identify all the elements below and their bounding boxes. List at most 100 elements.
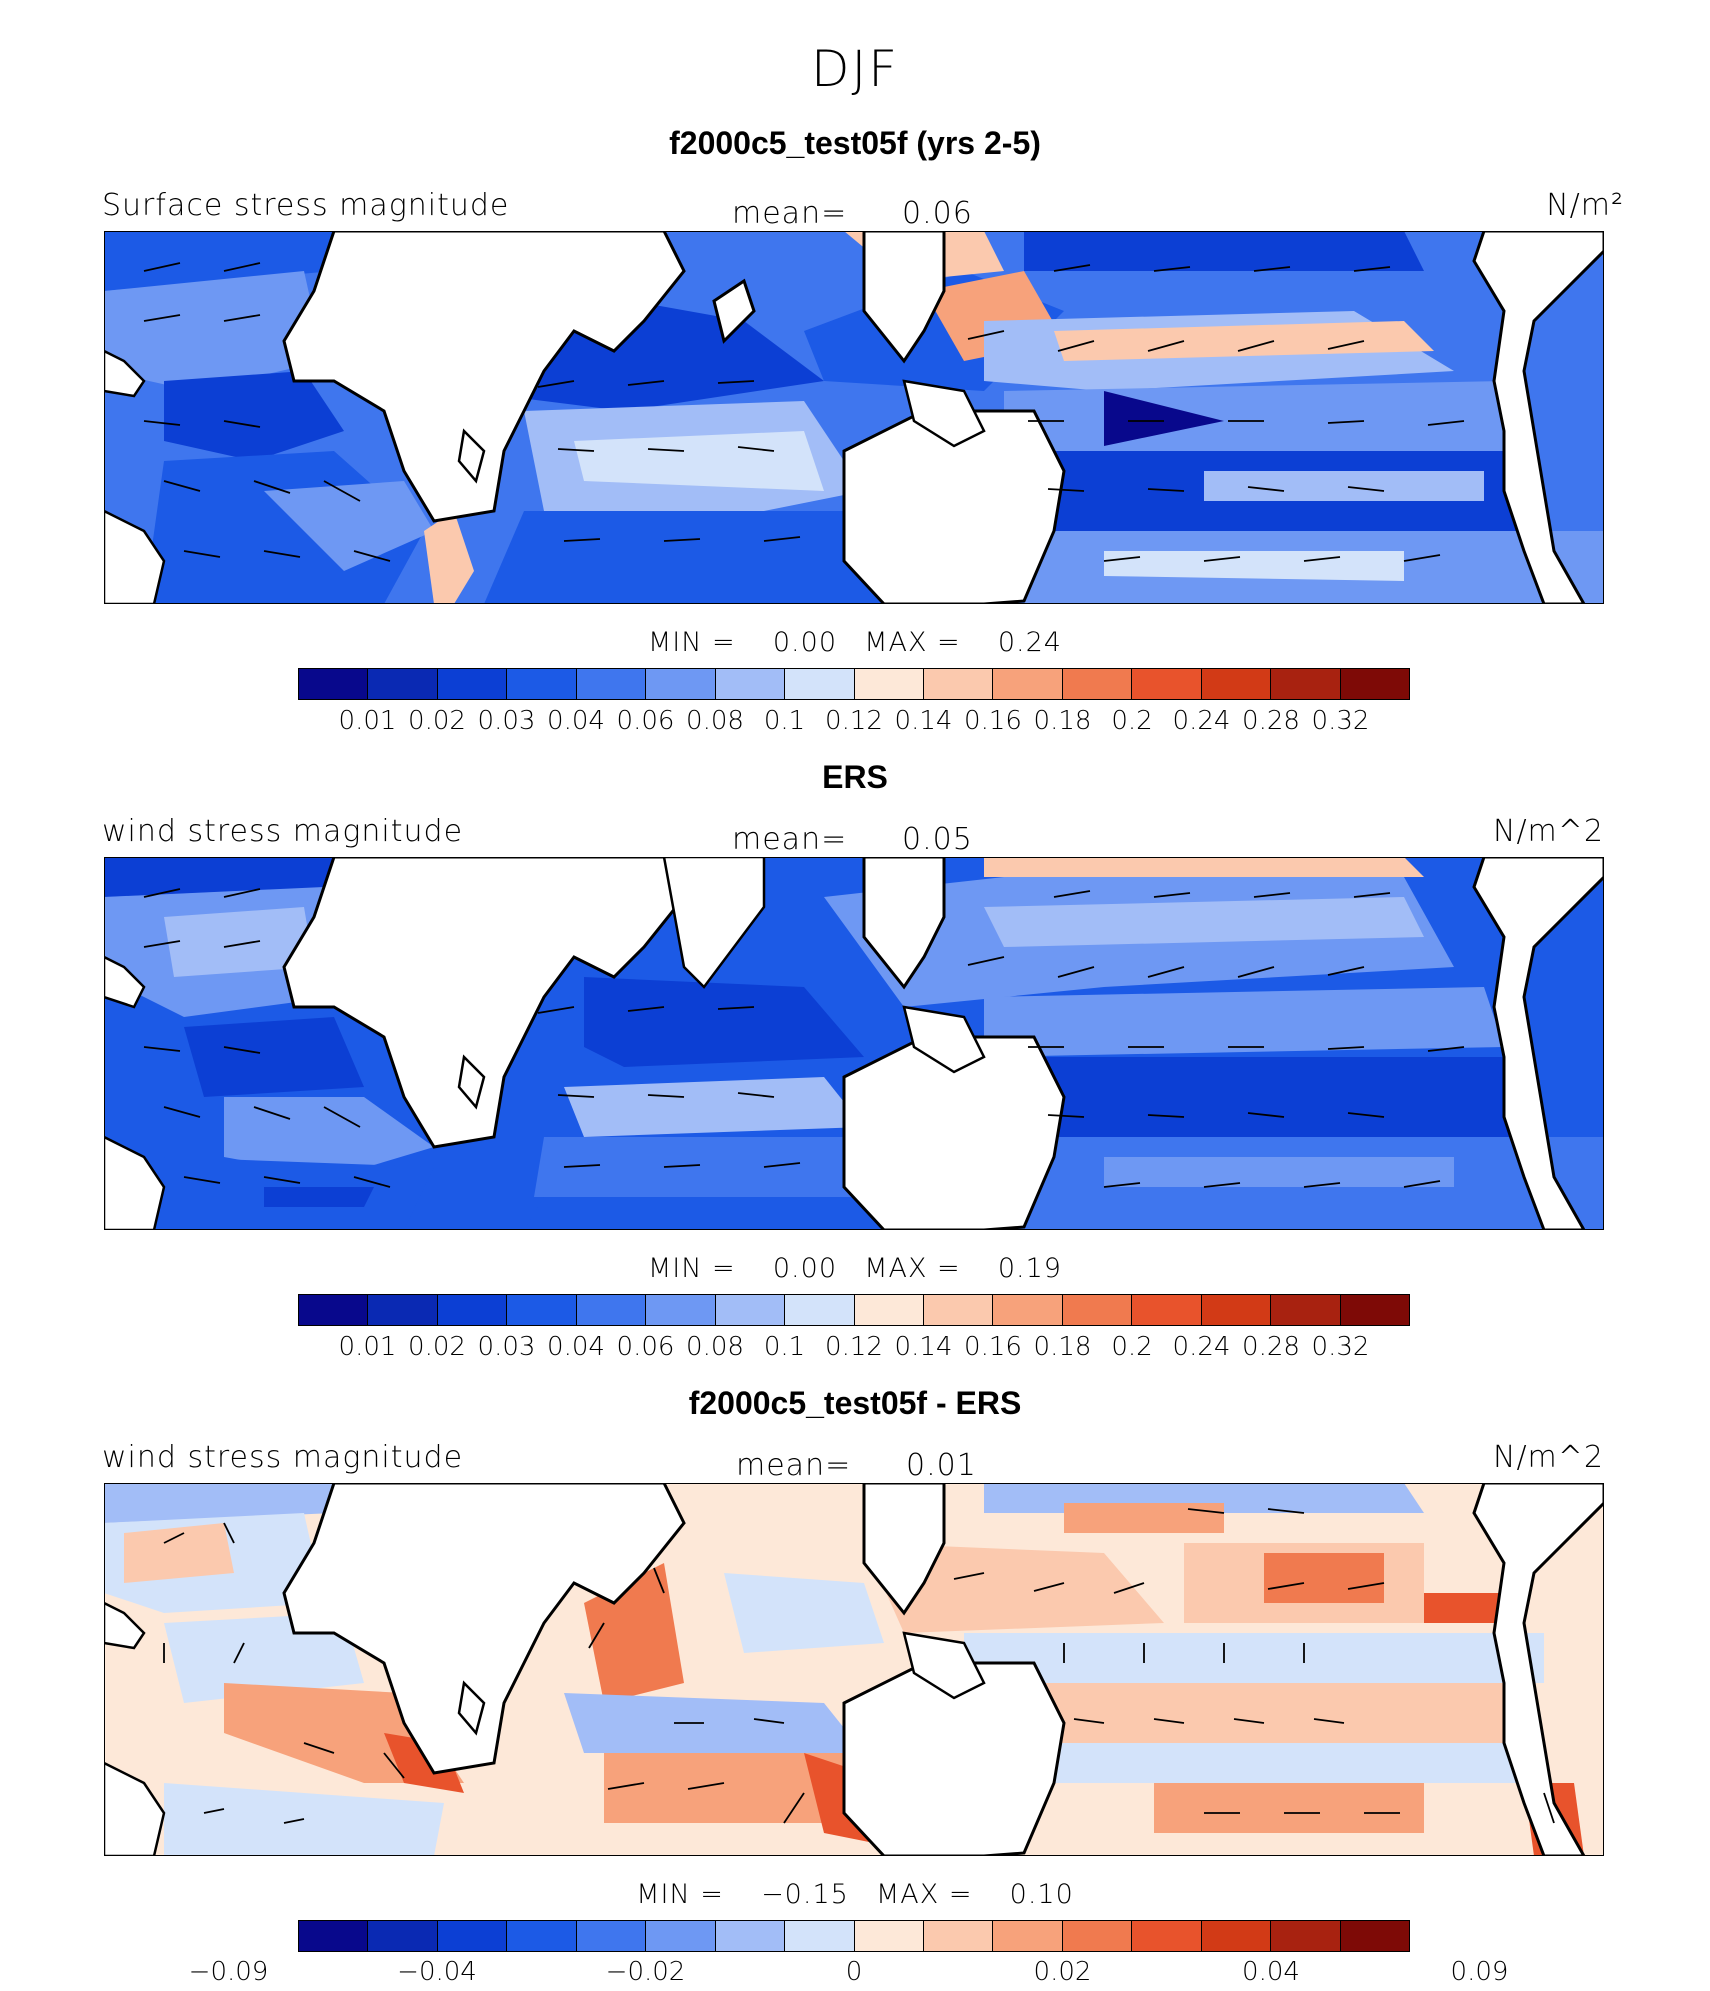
colorbar-tick-label: −0.02: [605, 1957, 686, 1987]
colorbar-swatch: [507, 1295, 577, 1325]
mean-value: 0.05: [902, 822, 973, 857]
colorbar-tick-label: 0.04: [547, 706, 605, 736]
min-value: 0.00: [772, 627, 837, 658]
colorbar-tick-label: 0.02: [1033, 1957, 1092, 1987]
colorbar-swatch: [576, 1295, 647, 1325]
colorbar-tick-label: 0.32: [1311, 1332, 1370, 1362]
colorbar-swatch: [1132, 669, 1202, 699]
mean-label: mean=: [732, 196, 848, 231]
colorbar: [298, 1294, 1410, 1326]
colorbar-swatch: [1062, 1921, 1133, 1951]
colorbar: [298, 668, 1410, 700]
units-label: N/m²: [1546, 188, 1624, 223]
colorbar-swatch: [1271, 1921, 1341, 1951]
colorbar-swatch: [646, 1921, 716, 1951]
colorbar-tick-label: 0.2: [1111, 706, 1153, 736]
max-label: MAX =: [876, 1879, 973, 1910]
map-plot: [104, 1483, 1604, 1856]
colorbar-tick-label: 0.04: [1242, 1957, 1300, 1987]
colorbar-swatch: [507, 669, 577, 699]
colorbar-swatch: [993, 1295, 1063, 1325]
field-label: Surface stress magnitude: [102, 188, 510, 223]
min-max-summary: MIN = 0.00 MAX = 0.19: [0, 1253, 1710, 1284]
panel-title: ERS: [822, 759, 888, 795]
colorbar-swatch: [715, 1921, 786, 1951]
colorbar-swatch: [854, 1295, 924, 1325]
mean-label: mean=: [732, 822, 848, 857]
colorbar-tick-label: 0: [845, 1957, 863, 1987]
colorbar-swatch: [715, 1295, 786, 1325]
units-label: N/m^2: [1493, 814, 1604, 849]
min-label: MIN =: [648, 627, 736, 658]
colorbar-swatch: [1132, 1295, 1202, 1325]
colorbar-swatch: [785, 1921, 855, 1951]
colorbar-swatch: [1340, 1295, 1409, 1325]
colorbar-tick-label: 0.03: [477, 1332, 536, 1362]
colorbar-tick-label: 0.08: [686, 1332, 744, 1362]
max-value: 0.19: [997, 1253, 1062, 1284]
colorbar-tick-label: 0.16: [964, 706, 1022, 736]
colorbar-swatch: [576, 669, 647, 699]
max-label: MAX =: [864, 1253, 961, 1284]
colorbar-tick-label: 0.06: [616, 706, 675, 736]
colorbar-tick-label: 0.12: [825, 706, 883, 736]
colorbar-ticks: −0.09 −0.04 −0.02 0 0.02 0.04 0.09: [189, 1957, 1509, 1991]
max-value: 0.10: [1009, 1879, 1074, 1910]
colorbar-swatch: [368, 669, 438, 699]
colorbar-tick-label: 0.16: [964, 1332, 1022, 1362]
colorbar-tick-label: 0.32: [1311, 706, 1370, 736]
colorbar-swatch: [1340, 1921, 1409, 1951]
colorbar-swatch: [993, 669, 1063, 699]
colorbar-swatch: [1062, 669, 1133, 699]
colorbar-ticks: 0.01 0.02 0.03 0.04 0.06 0.08 0.1 0.12 0.14 0.16 0…: [298, 706, 1410, 740]
colorbar-swatch: [785, 1295, 855, 1325]
colorbar-tick-label: 0.04: [547, 1332, 605, 1362]
colorbar-swatch: [1201, 669, 1272, 699]
colorbar-tick-label: 0.2: [1111, 1332, 1153, 1362]
min-label: MIN =: [648, 1253, 736, 1284]
map-svg: [104, 231, 1604, 604]
colorbar-swatch: [993, 1921, 1063, 1951]
mean-value: 0.01: [906, 1448, 977, 1483]
colorbar-swatch: [1271, 669, 1341, 699]
colorbar-tick-label: 0.02: [408, 706, 466, 736]
mean-label: mean=: [736, 1448, 852, 1483]
max-label: MAX =: [864, 627, 961, 658]
colorbar-swatch: [1340, 669, 1409, 699]
colorbar: [298, 1920, 1410, 1952]
colorbar-swatch: [1132, 1921, 1202, 1951]
colorbar-swatch: [923, 669, 994, 699]
colorbar-swatch: [1201, 1921, 1272, 1951]
min-max-summary: MIN = −0.15 MAX = 0.10: [0, 1879, 1710, 1910]
colorbar-tick-label: 0.12: [825, 1332, 883, 1362]
colorbar-swatch: [785, 669, 855, 699]
map-svg: [104, 1483, 1604, 1856]
colorbar-swatch: [437, 669, 508, 699]
colorbar-swatch: [1201, 1295, 1272, 1325]
colorbar-swatch: [368, 1921, 438, 1951]
colorbar-tick-label: 0.01: [338, 1332, 397, 1362]
colorbar-swatch: [854, 1921, 924, 1951]
mean-value: 0.06: [902, 196, 973, 231]
field-label: wind stress magnitude: [102, 814, 464, 849]
colorbar-swatch: [437, 1921, 508, 1951]
map-plot: [104, 857, 1604, 1230]
colorbar-ticks: 0.01 0.02 0.03 0.04 0.06 0.08 0.1 0.12 0.14 0.16 0…: [298, 1332, 1410, 1366]
min-label: MIN =: [636, 1879, 724, 1910]
colorbar-tick-label: 0.18: [1033, 706, 1092, 736]
colorbar-tick-label: 0.18: [1033, 1332, 1092, 1362]
colorbar-tick-label: 0.1: [763, 1332, 806, 1362]
colorbar-tick-label: 0.14: [894, 1332, 953, 1362]
colorbar-swatch: [923, 1921, 994, 1951]
colorbar-tick-label: 0.28: [1242, 706, 1300, 736]
colorbar-swatch: [646, 669, 716, 699]
colorbar-tick-label: −0.04: [397, 1957, 477, 1987]
min-value: −0.15: [761, 1879, 849, 1910]
min-value: 0.00: [772, 1253, 837, 1284]
colorbar-tick-label: 0.09: [1450, 1957, 1509, 1987]
field-label: wind stress magnitude: [102, 1440, 464, 1475]
colorbar-tick-label: 0.08: [686, 706, 744, 736]
max-value: 0.24: [997, 627, 1062, 658]
map-plot: [104, 231, 1604, 604]
colorbar-tick-label: 0.28: [1242, 1332, 1300, 1362]
